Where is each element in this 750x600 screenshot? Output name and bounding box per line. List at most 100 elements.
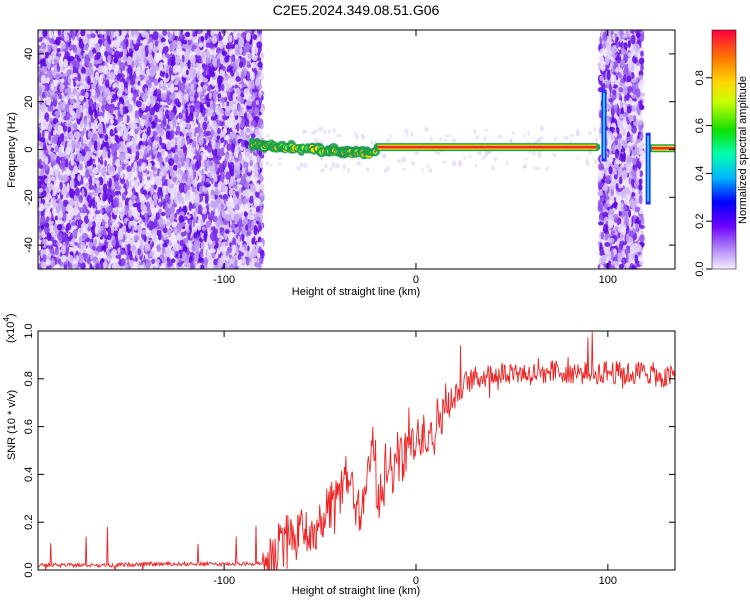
noise-blob	[109, 128, 114, 137]
noise-blob	[124, 264, 129, 269]
noise-blob	[73, 238, 80, 243]
noise-blob	[202, 64, 208, 71]
noise-blob	[127, 133, 131, 141]
noise-blob	[221, 102, 225, 107]
noise-blob	[231, 54, 236, 63]
noise-blob	[228, 132, 232, 139]
noise-blob	[89, 263, 93, 269]
noise-blob	[156, 93, 162, 102]
noise-blob	[41, 85, 46, 91]
noise-blob	[235, 76, 242, 82]
noise-blob	[123, 175, 128, 180]
noise-blob	[139, 182, 145, 187]
noise-blob	[88, 231, 93, 239]
noise-blob	[199, 248, 203, 259]
noise-blob	[208, 239, 213, 245]
noise-blob	[239, 61, 243, 68]
noise-blob	[151, 241, 155, 248]
noise-blob	[221, 50, 228, 56]
noise-blob	[199, 169, 203, 174]
noise-blob	[49, 168, 55, 173]
noise-blob	[234, 161, 241, 171]
noise-blob	[207, 130, 212, 136]
noise-blob	[122, 132, 129, 139]
noise-blob	[138, 150, 144, 157]
noise-blob	[78, 254, 84, 264]
noise-blob	[181, 196, 185, 206]
noise-blob	[235, 191, 240, 199]
noise-blob	[158, 234, 162, 241]
noise-blob	[59, 94, 63, 100]
noise-blob	[110, 30, 115, 37]
noise-blob	[66, 69, 72, 75]
noise-blob	[194, 30, 199, 35]
noise-blob	[238, 249, 242, 256]
noise-blob	[204, 32, 208, 41]
noise-blob	[207, 263, 213, 269]
noise-blob	[97, 96, 103, 103]
noise-blob	[148, 46, 152, 52]
noise-blob	[107, 241, 112, 250]
noise-blob	[182, 109, 186, 115]
noise-blob	[96, 245, 102, 253]
noise-blob	[97, 34, 101, 39]
noise-blob	[260, 183, 265, 191]
noise-blob	[152, 199, 158, 206]
noise-blob	[224, 55, 230, 63]
noise-blob	[75, 197, 79, 208]
noise-blob	[147, 162, 152, 169]
noise-blob	[124, 169, 128, 178]
noise-blob	[57, 30, 62, 37]
noise-blob	[38, 45, 41, 50]
noise-blob	[238, 263, 243, 269]
noise-blob	[174, 227, 178, 235]
noise-blob	[41, 91, 46, 99]
noise-blob	[177, 261, 183, 267]
noise-blob	[56, 48, 61, 53]
noise-blob	[228, 258, 235, 264]
noise-blob	[229, 263, 235, 269]
noise-blob	[159, 253, 164, 260]
noise-blob	[228, 87, 234, 92]
noise-blob	[214, 142, 221, 150]
noise-blob	[122, 48, 128, 56]
noise-blob	[199, 146, 204, 151]
noise-blob	[160, 92, 167, 101]
noise-blob	[96, 186, 103, 193]
noise-blob	[144, 220, 148, 227]
noise-blob	[178, 193, 182, 205]
noise-blob	[88, 40, 95, 47]
noise-blob	[201, 226, 207, 231]
noise-blob	[198, 42, 204, 48]
noise-blob	[210, 189, 215, 196]
noise-blob	[172, 164, 178, 171]
noise-blob	[71, 30, 75, 35]
noise-blob	[200, 242, 205, 250]
noise-blob	[55, 263, 61, 269]
noise-blob	[122, 199, 125, 209]
noise-blob	[103, 32, 107, 40]
noise-blob	[249, 195, 254, 204]
noise-blob	[141, 115, 148, 120]
noise-blob	[242, 258, 246, 264]
noise-blob	[52, 191, 57, 197]
noise-blob	[176, 49, 182, 56]
noise-blob	[184, 263, 190, 268]
noise-blob	[130, 30, 135, 37]
noise-blob	[92, 256, 98, 261]
noise-blob	[217, 93, 222, 99]
noise-blob	[150, 199, 154, 205]
noise-blob	[92, 133, 98, 142]
noise-blob	[104, 160, 107, 168]
noise-blob	[208, 160, 213, 167]
noise-blob	[254, 198, 261, 205]
noise-blob	[240, 229, 247, 235]
noise-blob	[257, 70, 262, 77]
noise-blob	[209, 99, 214, 110]
figure-title: C2E5.2024.349.08.51.G06	[273, 2, 440, 18]
noise-blob	[184, 103, 188, 109]
noise-blob	[83, 139, 89, 145]
noise-blob	[226, 246, 233, 254]
noise-blob	[151, 213, 155, 223]
